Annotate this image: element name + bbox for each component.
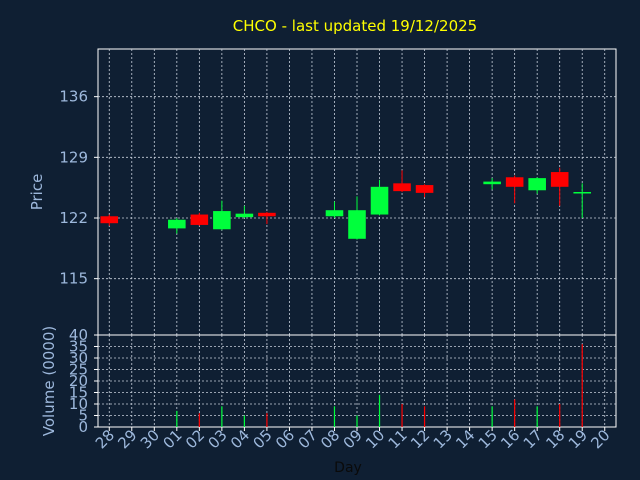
candle <box>235 205 254 218</box>
volume-y-tick-label: 0 <box>78 418 88 436</box>
candle <box>348 196 366 240</box>
volume-bar <box>266 413 268 427</box>
volume-bar <box>378 394 381 427</box>
candle-body <box>393 183 411 192</box>
price-y-tick-label: 115 <box>59 270 88 288</box>
volume-y-tick-label: 10 <box>69 395 88 413</box>
volume-bar <box>221 406 223 427</box>
volume-bar <box>581 344 583 427</box>
candle <box>573 183 592 218</box>
candle-body <box>505 177 524 187</box>
candle-body <box>348 210 366 239</box>
volume-bar <box>536 406 538 427</box>
volume-bar <box>491 406 493 427</box>
candle <box>325 201 344 218</box>
candle-body <box>235 213 254 218</box>
candle <box>550 167 569 206</box>
candle-body <box>213 211 231 230</box>
price-panel: 115 122 129 136 Price <box>28 48 617 336</box>
x-tick-label: 20 <box>587 426 613 452</box>
candle <box>190 212 209 226</box>
candles <box>100 167 592 240</box>
candle <box>393 170 411 192</box>
candle-body <box>190 214 209 225</box>
candle-body <box>168 219 186 229</box>
volume-y-tick-label: 25 <box>69 361 88 379</box>
candle <box>370 179 389 216</box>
candle <box>528 177 546 194</box>
candle-body <box>325 210 344 217</box>
volume-gridlines <box>98 335 616 427</box>
candle <box>100 214 119 226</box>
volume-y-tick-label: 35 <box>69 338 88 356</box>
candle <box>213 200 231 231</box>
volume-bar <box>514 399 516 427</box>
volume-y-tick-label: 40 <box>69 326 88 344</box>
volume-y-tick-label: 20 <box>69 372 88 390</box>
candle-body <box>573 192 592 194</box>
volume-bar <box>559 404 561 427</box>
price-y-tick-label: 136 <box>59 88 88 106</box>
candle-body <box>550 172 569 187</box>
candle <box>483 178 501 190</box>
volume-bar <box>423 406 426 427</box>
candle-body <box>258 212 276 217</box>
volume-bar <box>401 404 403 427</box>
price-y-ticks: 115 122 129 136 <box>59 88 98 288</box>
volume-bars <box>176 344 583 427</box>
price-axis-label: Price <box>28 174 46 211</box>
volume-bar <box>243 415 245 427</box>
candle <box>415 184 434 198</box>
candle-body <box>483 181 501 185</box>
volume-axis-label: Volume (0000) <box>40 326 58 436</box>
candle <box>505 175 524 204</box>
candle-body <box>415 185 434 193</box>
volume-bar <box>176 410 178 427</box>
x-ticks: 2829300102030405060708091011121314151617… <box>92 426 614 452</box>
candle <box>258 211 276 225</box>
volume-y-tick-label: 5 <box>78 407 88 425</box>
candle-body <box>370 186 389 215</box>
volume-y-tick-label: 15 <box>69 384 88 402</box>
candle-body <box>100 216 119 224</box>
price-y-tick-label: 122 <box>59 209 88 227</box>
volume-bar <box>356 415 358 427</box>
candle <box>168 218 186 234</box>
price-gridlines <box>98 49 616 335</box>
price-y-tick-label: 129 <box>59 148 88 166</box>
volume-y-tick-label: 30 <box>69 349 88 367</box>
x-axis-label: Day <box>334 460 362 476</box>
price-plot-frame <box>97 48 617 336</box>
volume-bar <box>333 406 336 427</box>
volume-bar <box>198 413 200 427</box>
candle-body <box>528 178 546 191</box>
chart-title: CHCO - last updated 19/12/2025 <box>233 17 477 35</box>
